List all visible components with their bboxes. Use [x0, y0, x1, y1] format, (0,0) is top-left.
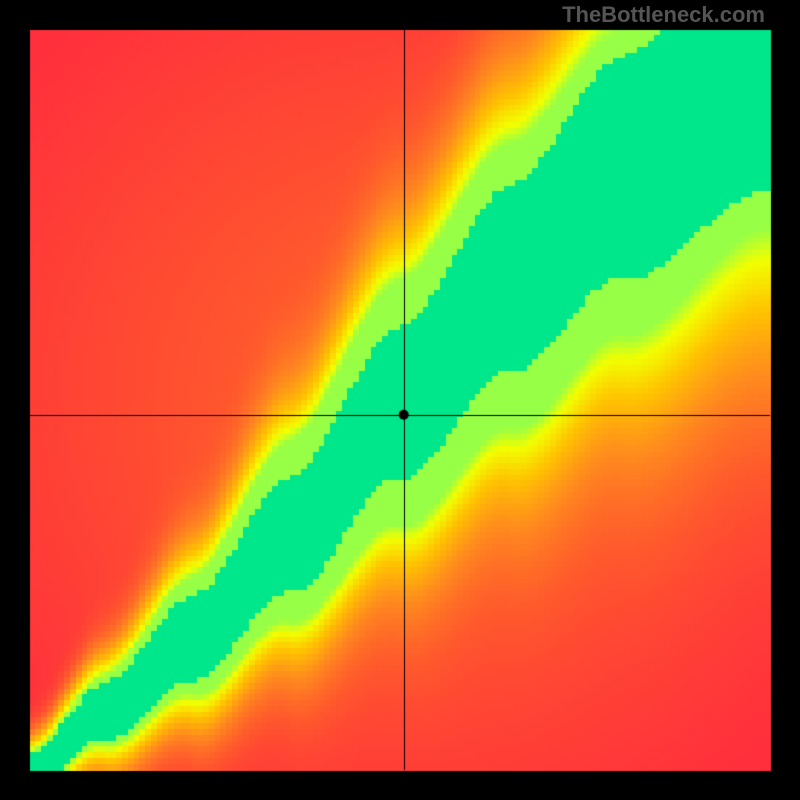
chart-container: TheBottleneck.com: [0, 0, 800, 800]
heatmap-canvas: [0, 0, 800, 800]
watermark-label: TheBottleneck.com: [562, 2, 765, 28]
